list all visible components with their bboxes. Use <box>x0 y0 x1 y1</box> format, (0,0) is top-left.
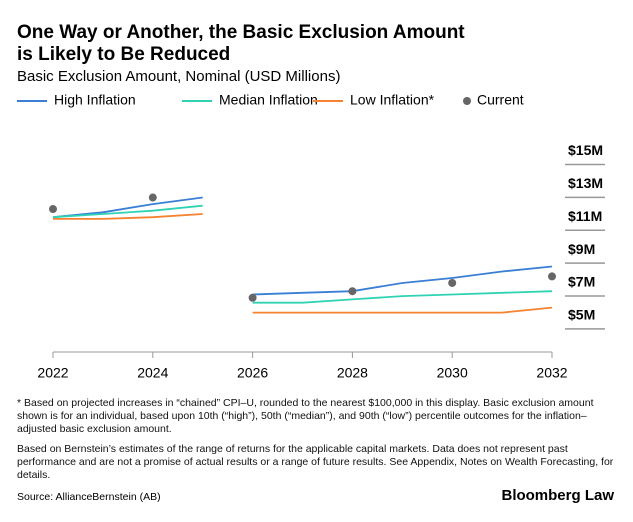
legend-label: Low Inflation* <box>350 92 435 108</box>
current-point <box>348 287 357 296</box>
current-point <box>49 205 57 214</box>
chart-title-line: One Way or Another, the Basic Exclusion … <box>17 22 465 65</box>
legend-label: High Inflation <box>54 92 136 108</box>
x-tick-label: 2026 <box>237 365 268 381</box>
current-point <box>448 278 457 287</box>
series-line <box>53 213 553 314</box>
source: Source: AllianceBernstein (AB) <box>17 491 161 503</box>
current-point <box>248 293 257 302</box>
y-tick-label: $15M <box>568 142 603 158</box>
y-tick-label: $13M <box>568 175 603 191</box>
x-tick-label: 2024 <box>137 365 168 381</box>
current-point <box>148 193 157 202</box>
x-tick-label: 2022 <box>37 365 68 381</box>
x-tick-label: 2030 <box>437 365 468 381</box>
current-point <box>548 272 556 281</box>
legend-marker <box>463 97 471 105</box>
x-tick-label: 2032 <box>536 365 567 381</box>
x-tick-label: 2028 <box>337 365 368 381</box>
legend-label: Current <box>477 92 524 108</box>
y-tick-label: $11M <box>568 208 602 224</box>
brand: Bloomberg Law <box>501 487 614 504</box>
footnote: * Based on projected increases in “chain… <box>17 397 594 435</box>
y-tick-label: $5M <box>568 307 595 323</box>
y-tick-label: $9M <box>568 241 595 257</box>
legend-label: Median Inflation <box>219 92 318 108</box>
y-tick-label: $7M <box>568 274 595 290</box>
footnote: Based on Bernstein’s estimates of the ra… <box>17 443 614 481</box>
series-line <box>52 204 553 304</box>
chart-subtitle: Basic Exclusion Amount, Nominal (USD Mil… <box>17 68 340 85</box>
